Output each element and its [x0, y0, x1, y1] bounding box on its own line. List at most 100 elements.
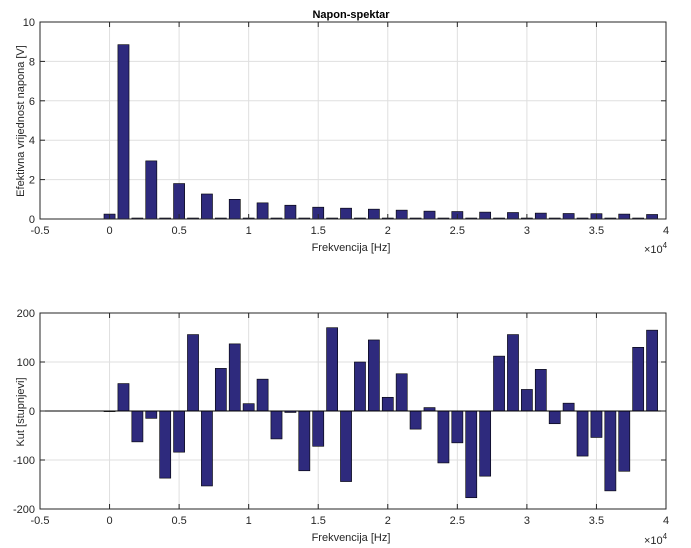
phase-x-tick-label-5: 2 — [385, 515, 391, 527]
phase-x-tick-label-4: 1.5 — [311, 515, 326, 527]
phase-bar-39 — [646, 329, 658, 412]
phase-x-tick-label-3: 1 — [246, 515, 252, 527]
phase-y-tick-label-0: -200 — [13, 504, 35, 516]
phase-bar-37 — [618, 410, 631, 472]
phase-bar-9 — [228, 343, 241, 412]
magnitude-x-exponent: ×104 — [644, 241, 668, 256]
phase-bar-10 — [242, 403, 255, 412]
magnitude-bar-27 — [479, 211, 492, 220]
magnitude-bar-3 — [145, 160, 158, 220]
phase-bar-28 — [493, 355, 505, 412]
phase-x-axis-label: Frekvencija [Hz] — [312, 532, 391, 544]
magnitude-y-axis-label: Efektivna vrijednost napona [V] — [15, 45, 27, 197]
magnitude-bar-1 — [117, 44, 130, 220]
magnitude-y-tick-label-4: 8 — [29, 56, 35, 68]
phase-y-tick-label-1: -100 — [13, 455, 35, 467]
phase-bar-21 — [395, 373, 408, 412]
phase-bar-22 — [409, 410, 422, 430]
phase-bar-11 — [256, 378, 269, 412]
magnitude-x-tick-label-3: 1 — [246, 225, 252, 237]
magnitude-y-tick-label-2: 4 — [29, 135, 35, 147]
phase-bar-1 — [117, 383, 130, 412]
phase-bar-30 — [521, 389, 533, 412]
magnitude-y-tick-label-5: 10 — [23, 17, 35, 29]
phase-bar-7 — [201, 410, 213, 487]
phase-bar-3 — [145, 410, 158, 419]
magnitude-bar-17 — [340, 207, 352, 220]
phase-bar-5 — [173, 410, 185, 453]
magnitude-axes-box — [39, 21, 667, 220]
magnitude-y-tick-label-3: 6 — [29, 96, 35, 108]
phase-y-tick-label-3: 100 — [17, 357, 35, 369]
phase-bar-31 — [534, 369, 547, 412]
phase-bar-19 — [368, 339, 380, 412]
phase-bar-23 — [423, 407, 436, 412]
magnitude-bar-31 — [534, 212, 547, 220]
phase-bar-18 — [354, 361, 366, 412]
phase-bar-20 — [381, 396, 394, 412]
magnitude-bar-5 — [173, 183, 185, 220]
magnitude-chart: Napon-spektar -0.5 0 0.5 1 1.5 2 2.5 3 3.5 402468… — [15, 9, 669, 256]
phase-x-exponent-power: 4 — [663, 532, 668, 541]
magnitude-x-tick-label-8: 3.5 — [589, 225, 604, 237]
phase-bar-35 — [590, 410, 603, 438]
phase-bar-14 — [298, 410, 311, 472]
phase-bar-4 — [159, 410, 172, 479]
phase-x-exponent: ×104 — [644, 532, 668, 547]
phase-y-tick-label-4: 200 — [17, 308, 35, 320]
phase-x-tick-label-6: 2.5 — [450, 515, 465, 527]
magnitude-x-tick-label-7: 3 — [524, 225, 530, 237]
magnitude-y-tick-label-1: 2 — [29, 175, 35, 187]
phase-bar-8 — [214, 368, 227, 412]
magnitude-x-tick-label-9: 4 — [663, 225, 669, 237]
phase-bar-33 — [562, 402, 575, 412]
magnitude-bar-9 — [228, 199, 241, 220]
phase-bar-36 — [604, 410, 617, 492]
phase-bar-12 — [270, 410, 283, 440]
phase-bar-15 — [312, 410, 325, 447]
magnitude-bar-29 — [507, 212, 519, 220]
phase-bar-27 — [479, 410, 492, 477]
magnitude-x-tick-label-2: 0.5 — [171, 225, 186, 237]
phase-y-tick-label-2: 0 — [29, 406, 35, 418]
phase-bars — [103, 327, 658, 499]
magnitude-bar-11 — [256, 202, 269, 220]
magnitude-bar-39 — [646, 214, 658, 220]
magnitude-bar-23 — [423, 210, 436, 220]
magnitude-axes — [39, 21, 667, 220]
phase-bar-17 — [340, 410, 352, 482]
phase-bar-38 — [632, 346, 645, 412]
phase-bar-34 — [576, 410, 589, 457]
magnitude-x-tick-label-5: 2 — [385, 225, 391, 237]
magnitude-x-tick-label-1: 0 — [106, 225, 112, 237]
magnitude-x-tick-label-4: 1.5 — [311, 225, 326, 237]
magnitude-y-tick-label-0: 0 — [29, 214, 35, 226]
phase-chart: -0.5 0 0.5 1 1.5 2 2.5 3 3.5 4 -200 -100 0 100 200 Fre… — [13, 308, 669, 547]
magnitude-bar-37 — [618, 213, 631, 220]
phase-bar-6 — [187, 334, 199, 412]
phase-x-tick-label-0: -0.5 — [31, 515, 50, 527]
phase-x-tick-label-7: 3 — [524, 515, 530, 527]
magnitude-bar-7 — [201, 193, 213, 220]
phase-ticks: -0.5 0 0.5 1 1.5 2 2.5 3 3.5 4 -200 -100 0 100 200 — [13, 308, 669, 527]
phase-x-exponent-base: ×10 — [644, 535, 663, 547]
magnitude-bar-19 — [368, 208, 380, 220]
phase-bar-26 — [465, 410, 478, 499]
magnitude-bar-13 — [284, 204, 297, 220]
magnitude-x-exponent-base: ×10 — [644, 244, 663, 256]
magnitude-bar-21 — [395, 209, 408, 220]
magnitude-plot-area — [40, 22, 666, 219]
phase-bar-2 — [131, 410, 144, 443]
magnitude-x-exponent-power: 4 — [663, 241, 668, 250]
phase-bar-16 — [326, 327, 338, 412]
magnitude-bar-33 — [562, 213, 575, 220]
magnitude-x-axis-label: Frekvencija [Hz] — [312, 242, 391, 254]
phase-x-tick-label-2: 0.5 — [171, 515, 186, 527]
magnitude-x-tick-label-0: -0.5 — [31, 225, 50, 237]
phase-x-tick-label-8: 3.5 — [589, 515, 604, 527]
phase-bar-29 — [507, 334, 519, 412]
magnitude-x-tick-label-6: 2.5 — [450, 225, 465, 237]
phase-bar-32 — [548, 410, 561, 425]
